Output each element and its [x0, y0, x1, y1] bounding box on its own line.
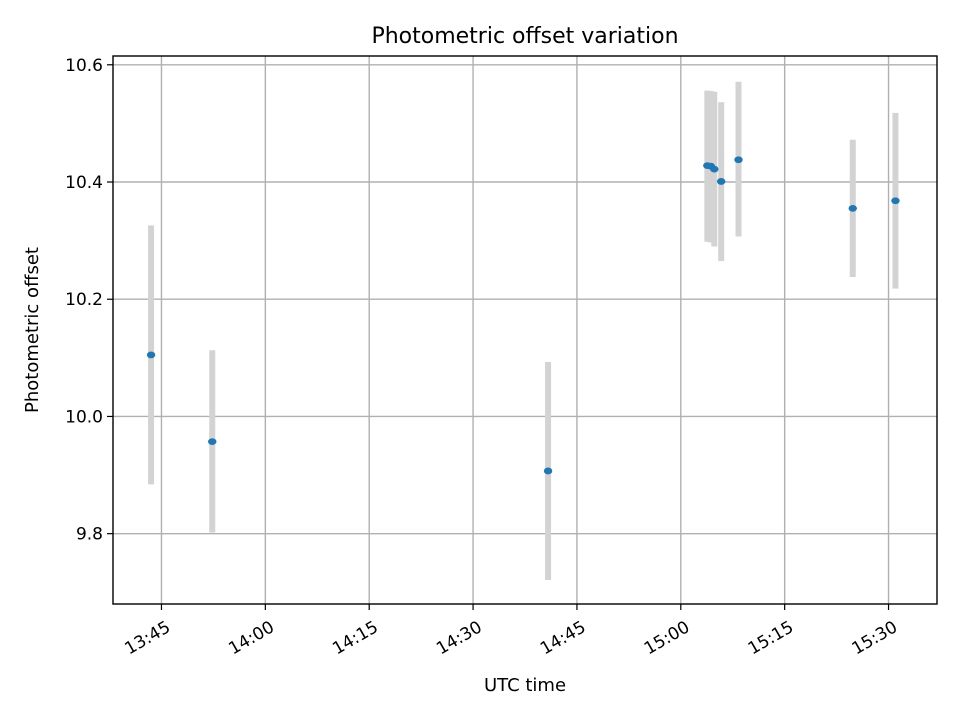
data-point	[891, 197, 900, 205]
plot-frame	[112, 55, 938, 605]
data-points	[146, 156, 900, 475]
grid-lines	[113, 56, 937, 604]
error-bars	[148, 81, 899, 580]
x-tick-label: 15:30	[849, 617, 901, 659]
x-axis-label: UTC time	[484, 675, 566, 696]
x-tick-label: 14:15	[329, 617, 381, 659]
y-tick-label: 10.2	[65, 290, 103, 310]
axis-ticks: 13:45 14:00 14:15 14:30 14:45 15:00 15:15 15:30…	[65, 56, 901, 659]
x-tick-label: 14:00	[225, 617, 277, 659]
data-point	[208, 438, 217, 446]
data-point	[734, 156, 743, 164]
x-tick-label: 15:00	[641, 617, 693, 659]
data-point	[716, 178, 726, 185]
y-tick-label: 10.6	[65, 56, 103, 76]
x-tick-label: 14:30	[433, 617, 485, 659]
x-tick-label: 15:15	[745, 617, 797, 659]
chart-title: Photometric offset variation	[371, 24, 678, 49]
data-point	[543, 467, 553, 475]
data-point	[146, 351, 156, 359]
x-tick-label: 13:45	[122, 617, 174, 659]
data-point	[848, 204, 857, 212]
y-tick-label: 10.4	[65, 173, 103, 193]
x-tick-label: 14:45	[537, 617, 589, 659]
data-point	[710, 165, 719, 173]
y-axis-label: Photometric offset	[22, 247, 43, 413]
y-tick-label: 9.8	[76, 525, 103, 545]
y-tick-label: 10.0	[65, 407, 103, 427]
